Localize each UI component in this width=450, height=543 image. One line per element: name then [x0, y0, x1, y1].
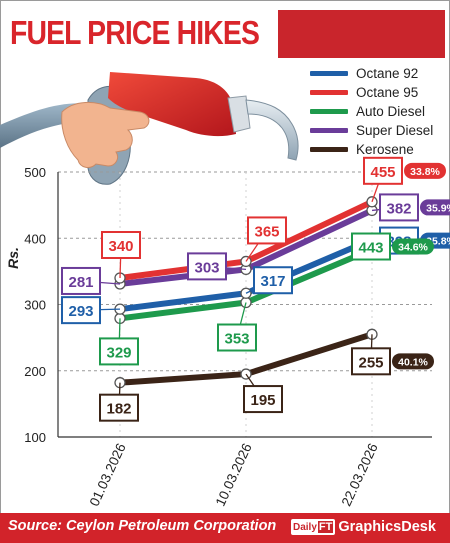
legend-swatch [310, 108, 348, 114]
value-box [99, 393, 139, 422]
value-box [247, 216, 287, 245]
brand-ft: FT [317, 521, 334, 533]
fuel-nozzle-illustration [0, 72, 299, 185]
change-badge [392, 353, 434, 370]
line-chart: Rs. 100 200 300 400 500 01.03.2026 10.03.2026… [0, 72, 450, 509]
value-box [217, 323, 257, 352]
y-tick-label: 100 [24, 430, 46, 445]
change-badge-label: 35.9% [426, 202, 450, 214]
legend-item-super_diesel: Super Diesel [310, 121, 433, 139]
footer-bar [0, 513, 450, 543]
value-label: 293 [68, 303, 93, 320]
value-box [363, 156, 403, 185]
value-label: 317 [260, 273, 285, 290]
value-box [187, 252, 227, 281]
x-axis-ticks: 01.03.2026 10.03.2026 22.03.2026 [87, 441, 381, 509]
nozzle-spout [245, 99, 299, 161]
value-label: 195 [250, 392, 275, 409]
series-labels: 29331739835.8%34036545533.8%32935344334.… [61, 156, 450, 422]
brand-credit: Daily FT GraphicsDesk [291, 517, 436, 537]
y-tick-label: 200 [24, 364, 46, 379]
legend-item-kerosene: Kerosene [310, 140, 414, 158]
value-label: 365 [254, 223, 279, 240]
legend-item-octane92: Octane 92 [310, 64, 418, 82]
value-label: 382 [386, 200, 411, 217]
hand-shape [61, 102, 150, 168]
value-label: 255 [358, 354, 383, 371]
value-box [379, 193, 419, 222]
y-tick-label: 400 [24, 231, 46, 246]
x-tick-label: 10.03.2026 [213, 441, 255, 509]
legend-swatch [310, 146, 348, 152]
nozzle-body [108, 72, 236, 137]
value-label: 303 [194, 259, 219, 276]
legend-item-octane95: Octane 95 [310, 83, 418, 101]
change-badge-label: 33.8% [410, 166, 440, 178]
y-tick-label: 300 [24, 298, 46, 313]
value-box [101, 231, 141, 259]
change-badge [404, 162, 446, 179]
axes: Rs. [5, 172, 432, 438]
value-label: 182 [106, 401, 131, 418]
brand-logo: Daily FT [291, 519, 336, 535]
value-box [243, 385, 283, 414]
legend-swatch [310, 70, 348, 76]
value-label: 340 [108, 238, 133, 255]
change-badge-label: 40.1% [398, 356, 428, 368]
legend-label: Kerosene [356, 141, 414, 157]
change-badge [420, 199, 450, 216]
nozzle-collar [227, 95, 251, 133]
change-badge-label: 34.6% [398, 242, 428, 254]
legend-label: Octane 95 [356, 84, 419, 100]
legend-label: Octane 92 [356, 65, 419, 81]
value-label: 443 [358, 240, 383, 257]
legend-item-auto_diesel: Auto Diesel [310, 102, 425, 120]
legend-label: Super Diesel [356, 122, 434, 138]
value-box [351, 347, 391, 376]
y-tick-label: 500 [24, 165, 46, 180]
y-axis-label: Rs. [5, 247, 21, 269]
value-box [99, 337, 139, 366]
value-box [253, 266, 293, 295]
legend-label: Auto Diesel [356, 103, 426, 119]
x-tick-label: 22.03.2026 [339, 441, 381, 509]
source-note: Source: Ceylon Petroleum Corporation [8, 518, 277, 534]
value-label: 281 [68, 274, 93, 291]
value-label: 353 [224, 331, 249, 348]
chart-title: FUEL PRICE HIKES [10, 14, 260, 51]
value-box [61, 266, 101, 295]
legend-swatch [310, 89, 348, 95]
value-box [351, 232, 391, 261]
value-box [61, 296, 101, 325]
title-accent-bar [278, 10, 445, 58]
y-axis-ticks: 100 200 300 400 500 [24, 165, 46, 445]
change-badge [392, 238, 434, 255]
value-label: 329 [106, 344, 131, 361]
brand-desk: GraphicsDesk [338, 519, 436, 535]
value-label: 455 [370, 164, 395, 181]
legend-swatch [310, 127, 348, 133]
x-tick-label: 01.03.2026 [87, 441, 129, 509]
brand-daily: Daily [293, 521, 317, 533]
